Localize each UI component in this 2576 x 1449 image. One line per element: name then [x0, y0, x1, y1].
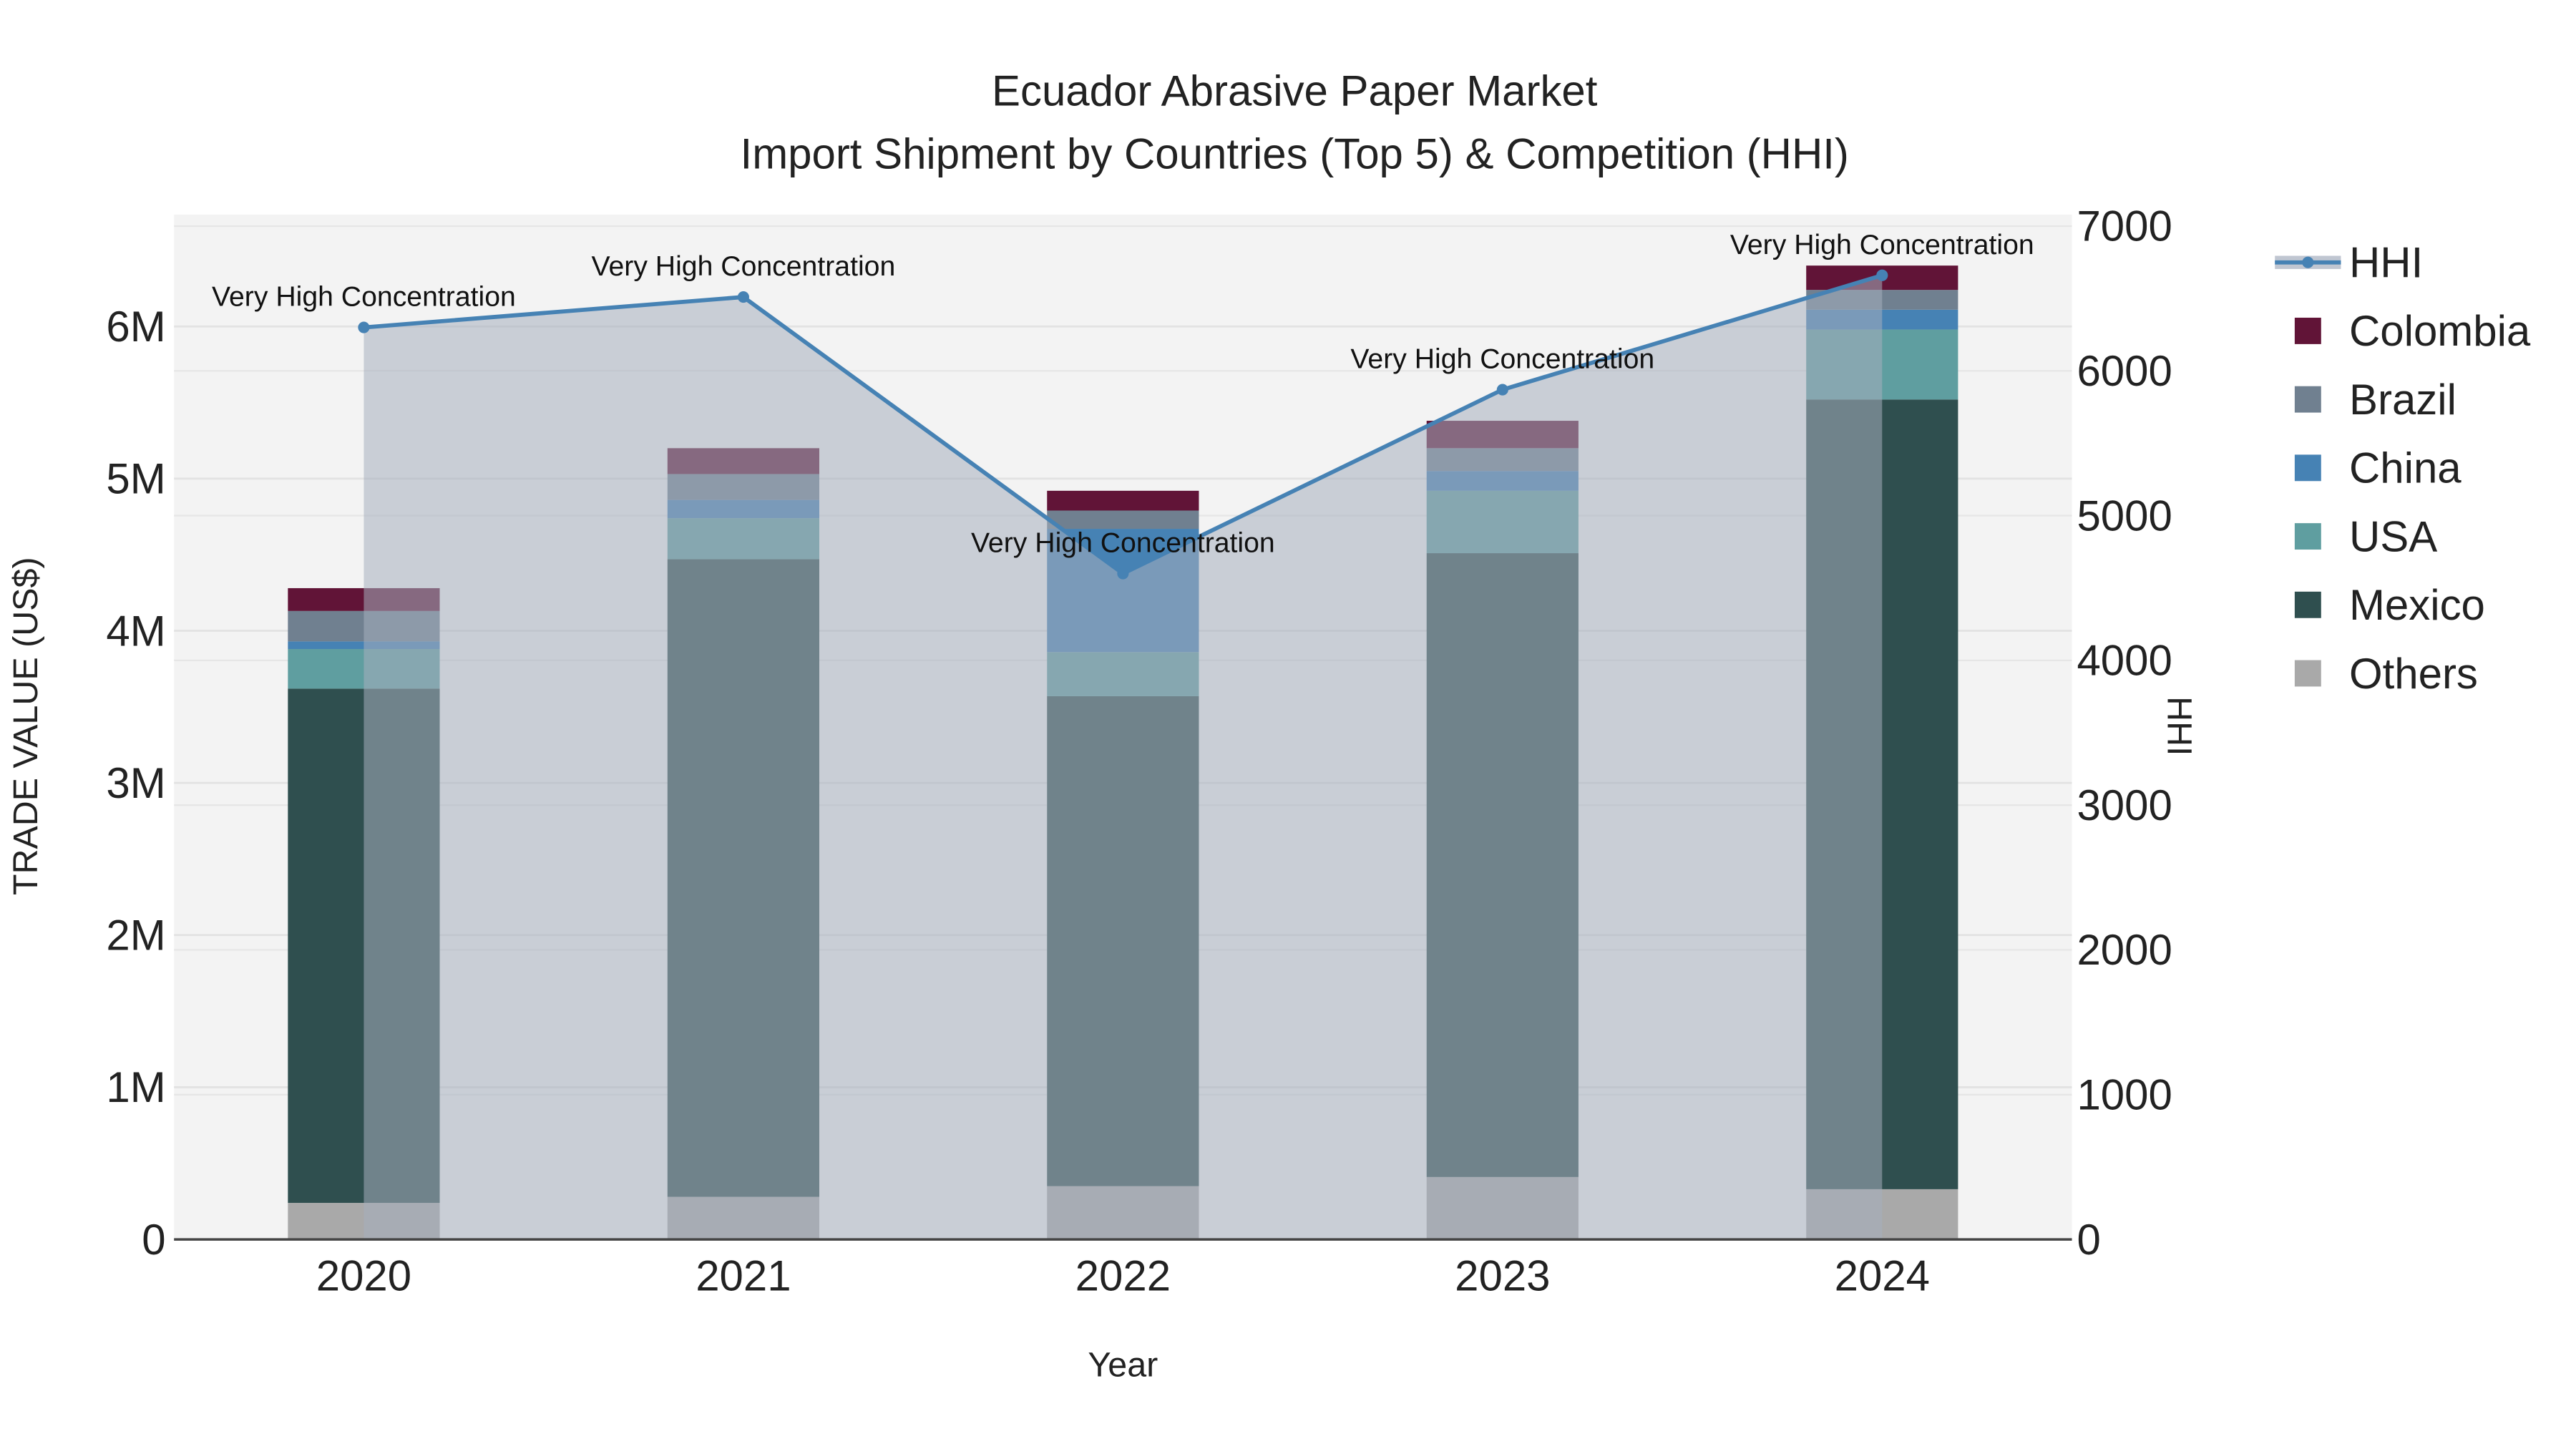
hhi-points: Very High Concentration Very High Concent…	[212, 230, 2034, 580]
legend-swatch-mexico	[2294, 591, 2321, 618]
y2-tick-label: 3000	[2077, 781, 2172, 829]
hhi-annotation: Very High Concentration	[1350, 344, 1654, 375]
y2-tick-label: 1000	[2077, 1071, 2172, 1119]
chart-subtitle: Import Shipment by Countries (Top 5) & C…	[741, 130, 1849, 177]
hhi-annotation: Very High Concentration	[1730, 230, 2034, 260]
y-tick-label: 0	[142, 1216, 165, 1264]
y-tick-label: 1M	[106, 1063, 165, 1111]
legend-label: Others	[2349, 650, 2478, 698]
y2-axis: 0 1000 2000 3000 4000 5000 6000 7000	[2077, 203, 2172, 1264]
bar-brazil-2022	[1047, 510, 1199, 530]
y-tick-label: 6M	[106, 303, 165, 351]
legend-marker	[2302, 256, 2314, 268]
x-tick-label: 2022	[1075, 1252, 1171, 1300]
y2-tick-label: 6000	[2077, 347, 2172, 395]
x-tick-label: 2024	[1835, 1252, 1930, 1300]
y2-tick-label: 0	[2077, 1216, 2100, 1264]
x-tick-label: 2023	[1455, 1252, 1550, 1300]
x-axis: 2020 2021 2022 2023 2024	[316, 1252, 1930, 1300]
y2-tick-label: 2000	[2077, 926, 2172, 974]
legend-swatch-china	[2294, 454, 2321, 482]
y-axis: 0 1M 2M 3M 4M 5M 6M	[106, 303, 165, 1264]
legend-swatch-usa	[2294, 523, 2321, 550]
hhi-point	[358, 321, 370, 333]
hhi-annotation: Very High Concentration	[592, 251, 896, 282]
chart-title: Ecuador Abrasive Paper Market	[992, 67, 1598, 115]
legend-label: Mexico	[2349, 581, 2485, 629]
x-tick-label: 2020	[316, 1252, 411, 1300]
legend-swatch-brazil	[2294, 386, 2321, 413]
y-tick-label: 5M	[106, 455, 165, 503]
hhi-annotation: Very High Concentration	[212, 282, 516, 313]
legend: HHI Colombia Brazil China USA Mexico Others	[2275, 238, 2531, 698]
hhi-point	[1496, 384, 1508, 396]
x-axis-label: Year	[1088, 1346, 1158, 1385]
y-tick-label: 3M	[106, 759, 165, 807]
y2-tick-label: 7000	[2077, 203, 2172, 250]
y2-tick-label: 4000	[2077, 637, 2172, 685]
y-tick-label: 2M	[106, 912, 165, 960]
y-tick-label: 4M	[106, 607, 165, 655]
legend-label: China	[2349, 444, 2462, 492]
legend-label: HHI	[2349, 238, 2423, 286]
legend-swatch-others	[2294, 660, 2321, 687]
legend-label: Brazil	[2349, 376, 2457, 424]
legend-label: Colombia	[2349, 307, 2531, 355]
bar-colombia-2022	[1047, 490, 1199, 511]
y2-axis-label: HHI	[2160, 696, 2198, 756]
legend-swatch-colombia	[2294, 317, 2321, 344]
hhi-point	[737, 291, 749, 303]
legend-label: USA	[2349, 512, 2437, 560]
y2-tick-label: 5000	[2077, 492, 2172, 540]
hhi-point	[1876, 269, 1888, 281]
x-tick-label: 2021	[696, 1252, 791, 1300]
y-axis-label: TRADE VALUE (US$)	[6, 557, 45, 895]
hhi-annotation: Very High Concentration	[971, 528, 1275, 559]
hhi-area	[364, 275, 1883, 1240]
hhi-point	[1117, 567, 1129, 580]
